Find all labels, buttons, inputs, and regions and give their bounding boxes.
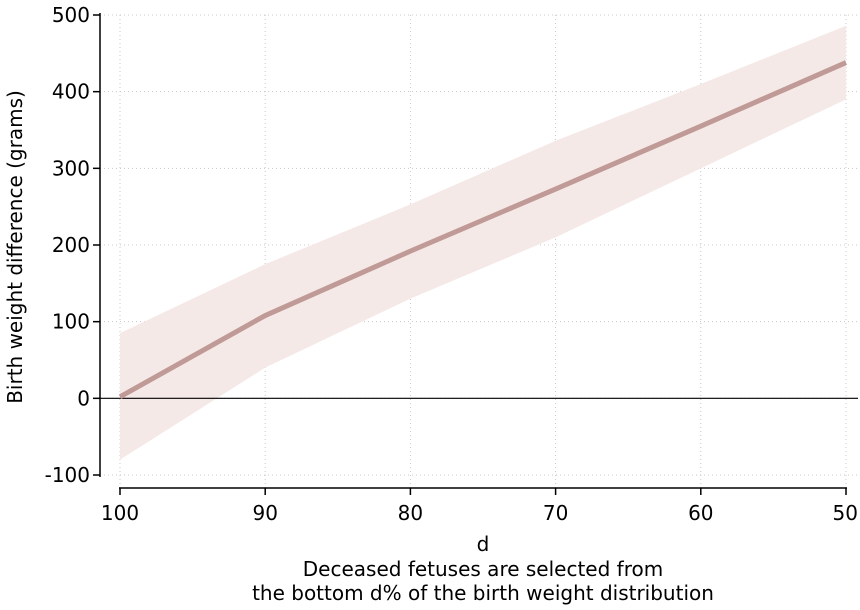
y-tick-label: -100: [45, 463, 90, 487]
y-tick-label: 200: [52, 233, 90, 257]
y-axis-title: Birth weight difference (grams): [3, 90, 27, 404]
confidence-band: [120, 25, 846, 460]
x-tick-label: 70: [543, 501, 568, 525]
x-tick-labels: 100 90 80 70 60 50: [101, 501, 858, 525]
y-tick-label: 100: [52, 310, 90, 334]
y-tick-label: 500: [52, 3, 90, 27]
x-axis-subtitle-line-2: the bottom d% of the birth weight distri…: [252, 581, 714, 605]
x-tick-label: 80: [398, 501, 423, 525]
x-axis-title: d: [477, 532, 490, 556]
confidence-band-layer: [120, 25, 846, 460]
x-tick-label: 60: [688, 501, 713, 525]
series-line-layer: [118, 60, 848, 399]
y-tick-labels: -100 0 100 200 300 400 500: [45, 3, 90, 487]
y-tick-label: 0: [77, 386, 90, 410]
x-tick-label: 90: [252, 501, 277, 525]
series-line: [118, 60, 848, 399]
x-tick-label: 50: [833, 501, 858, 525]
y-tick-label: 400: [52, 80, 90, 104]
axes: [93, 13, 847, 495]
x-axis-subtitle-line-1: Deceased fetuses are selected from: [303, 557, 663, 581]
y-tick-label: 300: [52, 156, 90, 180]
x-tick-label: 100: [101, 501, 139, 525]
